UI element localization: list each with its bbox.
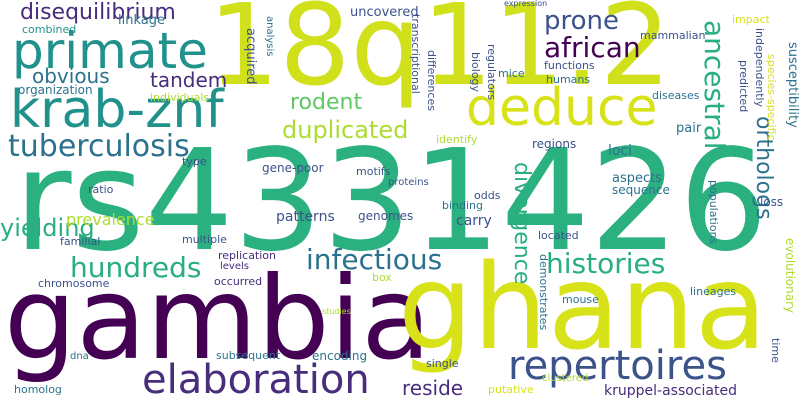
word-encoding: encoding: [312, 349, 368, 363]
word-mice: mice: [498, 67, 525, 80]
word-populations: populations: [707, 180, 720, 245]
word-differences: differences: [425, 50, 438, 111]
word-mammalian: mammalian: [640, 29, 706, 42]
word-regulators: regulators: [485, 44, 498, 101]
word-familial: familial: [60, 235, 101, 248]
word-transcriptional: transcriptional: [409, 14, 422, 94]
word-gambia: gambia: [4, 252, 432, 385]
word-acquired: acquired: [243, 28, 258, 85]
word-divergence: divergence: [509, 162, 534, 285]
word-expression: expression: [504, 0, 548, 8]
word-ghana: ghana: [398, 238, 768, 376]
word-prevalence: prevalence: [66, 210, 155, 229]
word-ratio: ratio: [88, 183, 114, 196]
word-mouse: mouse: [562, 293, 599, 306]
word-demonstrates: demonstrates: [537, 254, 550, 331]
word-identify: identify: [436, 133, 478, 146]
word-homolog: homolog: [14, 383, 62, 396]
word-independently: independently: [753, 28, 766, 108]
word-evolutionary: evolutionary: [783, 238, 797, 314]
word-repertoires: repertoires: [508, 343, 727, 389]
word-single: single: [426, 357, 459, 370]
word-linkage: linkage: [118, 13, 165, 28]
word-kruppel-associated: kruppel-associated: [604, 383, 737, 399]
word-biology: biology: [469, 52, 482, 93]
word-proteins: proteins: [388, 177, 429, 188]
word-tandem: tandem: [150, 68, 228, 92]
word-organization: organization: [18, 83, 93, 97]
word-uncovered: uncovered: [350, 5, 419, 20]
word-odds: odds: [474, 189, 501, 202]
word-combined: combined: [22, 23, 77, 36]
word-elaboration: elaboration: [142, 357, 370, 403]
word-ancestral: ancestral: [698, 20, 731, 150]
word-aspects: aspects: [612, 171, 663, 186]
word-disequilibrium: disequilibrium: [20, 0, 176, 25]
word-multiple: multiple: [182, 233, 227, 246]
word-chromosome: chromosome: [38, 277, 110, 290]
word-species-specific: species-specific: [765, 54, 778, 141]
word-predicted: predicted: [737, 60, 750, 113]
word-impact: impact: [732, 13, 770, 26]
word-individuals: individuals: [150, 91, 210, 104]
word-putative: putative: [488, 383, 534, 396]
word-yielding: yielding: [0, 214, 95, 242]
word-genomes: genomes: [358, 209, 414, 223]
word-susceptibility: susceptibility: [785, 42, 800, 128]
word-located: located: [538, 229, 579, 242]
word-type: type: [182, 155, 207, 168]
word-humans: humans: [546, 73, 591, 86]
word-krab-znf: krab-znf: [10, 80, 224, 140]
word-primate: primate: [12, 22, 208, 80]
word-functions: functions: [544, 59, 595, 72]
word-loci: loci: [608, 143, 633, 159]
word-carry: carry: [456, 213, 492, 229]
word-infectious: infectious: [306, 243, 443, 276]
word-replication: replication: [218, 249, 277, 262]
word-obvious: obvious: [32, 64, 110, 88]
word-clustered: clustered: [542, 373, 589, 384]
word-rs4331426: rs4331426: [14, 120, 769, 283]
word-analysis: analysis: [264, 16, 275, 57]
word-occurred: occurred: [214, 275, 263, 288]
word-deduce: deduce: [466, 78, 658, 138]
word-motifs: motifs: [356, 165, 391, 178]
word-dna: dna: [70, 351, 89, 362]
word-rodent: rodent: [290, 90, 363, 115]
word-duplicated: duplicated: [282, 116, 409, 144]
word-orthologs: orthologs: [751, 116, 776, 220]
word-prone: prone: [544, 6, 620, 36]
word-patterns: patterns: [276, 209, 335, 225]
word-sequence: sequence: [612, 183, 670, 197]
word-lineages: lineages: [690, 285, 737, 298]
word-levels: levels: [220, 261, 249, 272]
word-histories: histories: [546, 247, 666, 280]
word-diseases: diseases: [652, 89, 700, 102]
word-african: african: [544, 31, 641, 64]
word-18q11-2: 18q11.2: [208, 0, 671, 111]
word-reside: reside: [402, 376, 464, 400]
word-tuberculosis: tuberculosis: [8, 129, 190, 164]
word-studies: studies: [322, 307, 351, 316]
word-regions: regions: [532, 137, 577, 151]
word-hundreds: hundreds: [70, 251, 202, 284]
word-binding: binding: [442, 199, 484, 212]
word-subsequent: subsequent: [216, 349, 281, 362]
word-loss: loss: [760, 195, 784, 209]
word-pair: pair: [676, 121, 702, 136]
word-box: box: [372, 271, 392, 284]
word-gene-poor: gene-poor: [262, 161, 324, 175]
word-time: time: [769, 338, 782, 363]
